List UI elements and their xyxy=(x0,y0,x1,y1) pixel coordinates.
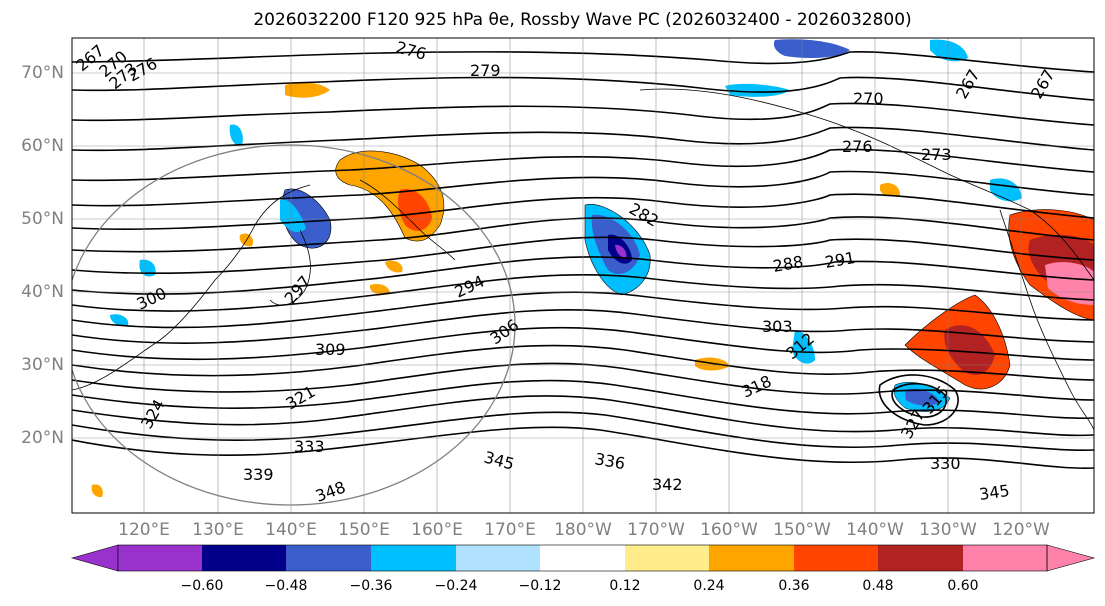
contour-label: 309 xyxy=(315,340,346,359)
range-circle xyxy=(72,144,516,506)
coastlines xyxy=(72,88,1094,431)
contour-label: 339 xyxy=(243,465,274,484)
colorbar-tick-label: −0.24 xyxy=(434,578,478,594)
contour-label: 345 xyxy=(482,448,516,474)
graticule xyxy=(72,38,1094,513)
lat-label: 60°N xyxy=(21,136,64,156)
colorbar-segment xyxy=(963,545,1047,571)
lon-label: 130°W xyxy=(919,520,977,540)
contour-label: 291 xyxy=(823,248,856,272)
colorbar-segment xyxy=(286,545,371,571)
contour-label: 318 xyxy=(739,371,775,401)
contour-label: 300 xyxy=(134,283,170,313)
contour-label: 306 xyxy=(486,315,522,348)
contour-label: 288 xyxy=(771,252,804,276)
contour-label: 348 xyxy=(313,477,348,505)
lon-label: 180°W xyxy=(554,520,612,540)
lat-label: 20°N xyxy=(21,428,64,448)
colorbar-segment xyxy=(709,545,794,571)
negative-anomaly-north xyxy=(773,39,850,58)
contour-label: 279 xyxy=(470,61,501,80)
lon-label: 160°E xyxy=(411,520,463,540)
contour-label: 321 xyxy=(283,382,319,414)
lon-label: 140°E xyxy=(265,520,317,540)
colorbar-tick-label: 0.24 xyxy=(693,578,725,594)
positive-anomaly-kamchatka-core xyxy=(397,189,432,231)
colorbar-segment xyxy=(794,545,878,571)
lat-label: 30°N xyxy=(21,355,64,375)
contour-label: 267 xyxy=(952,66,984,102)
contour-label: 276 xyxy=(842,137,873,156)
contour-label: 273 xyxy=(921,145,952,164)
contour-label: 276 xyxy=(394,38,428,64)
lon-label: 150°W xyxy=(773,520,831,540)
colorbar-segment xyxy=(878,545,963,571)
colorbar-segment xyxy=(456,545,540,571)
contour-label: 342 xyxy=(652,475,683,494)
colorbar-tick-label: −0.48 xyxy=(264,578,308,594)
map-frame xyxy=(71,37,1095,514)
contour-label-group: 267 270 273 276 276 279 270 276 273 267 … xyxy=(72,38,1058,506)
contour-label: 333 xyxy=(294,437,325,456)
colorbar-segment xyxy=(540,545,625,571)
contour-label: 324 xyxy=(137,396,169,432)
contour-label: 336 xyxy=(593,449,626,473)
lon-label: 150°E xyxy=(338,520,390,540)
colorbar-tick-label: −0.60 xyxy=(180,578,224,594)
lat-label: 40°N xyxy=(21,282,64,302)
lon-label: 170°W xyxy=(627,520,685,540)
lon-label: 120°E xyxy=(118,520,170,540)
lon-label: 120°W xyxy=(992,520,1050,540)
lon-label: 160°W xyxy=(700,520,758,540)
lat-label: 50°N xyxy=(21,209,64,229)
contour-label: 345 xyxy=(978,481,1011,504)
colorbar-tick-label: 0.48 xyxy=(862,578,894,594)
contour-label: 294 xyxy=(452,271,488,301)
colorbar xyxy=(70,544,1096,572)
contour-label: 330 xyxy=(930,454,961,473)
contour-label: 303 xyxy=(762,317,793,336)
lon-label: 130°E xyxy=(192,520,244,540)
colorbar-segment xyxy=(371,545,456,571)
map-title: 2026032200 F120 925 hPa θe, Rossby Wave … xyxy=(253,10,912,30)
colorbar-tick-label: −0.36 xyxy=(349,578,393,594)
lat-label: 70°N xyxy=(21,63,64,83)
lon-label: 140°W xyxy=(846,520,904,540)
colorbar-max-extension xyxy=(1046,544,1096,572)
colorbar-tick-label: 0.12 xyxy=(609,578,641,594)
colorbar-segment xyxy=(202,545,286,571)
colorbar-segment xyxy=(118,545,202,571)
colorbar-tick-label: 0.36 xyxy=(778,578,810,594)
theta-e-contours xyxy=(72,51,1094,469)
colorbar-min-extension xyxy=(70,544,119,572)
lon-label: 170°E xyxy=(484,520,536,540)
colorbar-tick-label: −0.12 xyxy=(518,578,562,594)
contour-label: 270 xyxy=(853,89,884,108)
colorbar-segment xyxy=(625,545,709,571)
colorbar-tick-label: 0.60 xyxy=(947,578,979,594)
